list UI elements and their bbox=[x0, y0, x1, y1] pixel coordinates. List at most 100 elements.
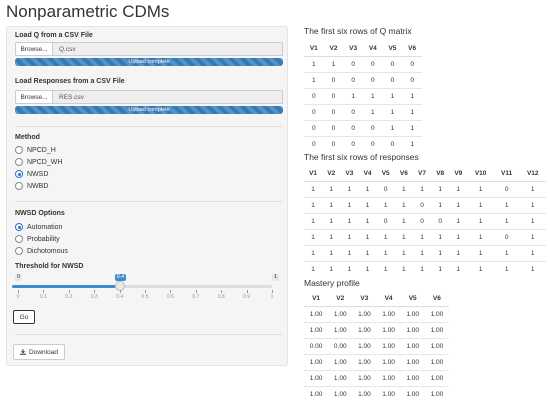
column-header: V5 bbox=[383, 40, 403, 57]
table-cell: 1.00 bbox=[425, 339, 449, 355]
table-cell: 1 bbox=[358, 198, 376, 214]
table-cell: 1 bbox=[322, 214, 340, 230]
table-cell: 0 bbox=[363, 73, 383, 89]
slider-tick-label: 0.5 bbox=[142, 294, 149, 300]
table-cell: 1.00 bbox=[401, 323, 425, 339]
table-cell: 1 bbox=[304, 73, 324, 89]
radio-icon[interactable] bbox=[15, 158, 23, 166]
method-option-npcd-wh[interactable]: NPCD_WH bbox=[15, 157, 62, 167]
table-cell: 1 bbox=[519, 230, 546, 246]
table-cell: 1 bbox=[431, 246, 449, 262]
radio-icon[interactable] bbox=[15, 247, 23, 255]
column-header: V7 bbox=[413, 165, 431, 182]
table-cell: 0 bbox=[494, 182, 520, 198]
slider-value-badge: 0.4 bbox=[115, 274, 127, 281]
slider-tick bbox=[272, 290, 273, 293]
nwsd-option-label: Automation bbox=[27, 224, 62, 231]
table-cell: 1.00 bbox=[425, 307, 449, 323]
threshold-slider-track[interactable] bbox=[12, 285, 272, 288]
method-option-label: NWSD bbox=[27, 171, 48, 178]
table-cell: 1 bbox=[449, 198, 467, 214]
table-cell: 1 bbox=[340, 182, 358, 198]
table-cell: 1 bbox=[324, 57, 344, 73]
table-cell: 1 bbox=[402, 89, 422, 105]
table-cell: 1 bbox=[449, 230, 467, 246]
method-option-nwsd[interactable]: NWSD bbox=[15, 169, 48, 179]
table-cell: 1 bbox=[431, 230, 449, 246]
table-cell: 1 bbox=[467, 246, 493, 262]
table-cell: 0 bbox=[343, 105, 363, 121]
column-header: V4 bbox=[376, 290, 400, 307]
nwsd-options-label: NWSD Options bbox=[15, 210, 65, 217]
table-cell: 1 bbox=[494, 246, 520, 262]
table-cell: 0 bbox=[343, 121, 363, 137]
table-cell: 1 bbox=[494, 262, 520, 278]
slider-tick-label: 0.6 bbox=[167, 294, 174, 300]
table-cell: 0 bbox=[431, 214, 449, 230]
table-cell: 0 bbox=[304, 89, 324, 105]
table-cell: 1 bbox=[340, 198, 358, 214]
slider-tick bbox=[145, 290, 146, 293]
table-cell: 0 bbox=[324, 89, 344, 105]
table-cell: 1 bbox=[402, 121, 422, 137]
radio-checked-icon[interactable] bbox=[15, 170, 23, 178]
column-header: V5 bbox=[377, 165, 395, 182]
radio-checked-icon[interactable] bbox=[15, 223, 23, 231]
table-cell: 1 bbox=[395, 262, 413, 278]
table-cell: 1 bbox=[340, 230, 358, 246]
table-cell: 1 bbox=[494, 214, 520, 230]
radio-icon[interactable] bbox=[15, 235, 23, 243]
table-cell: 0 bbox=[383, 137, 403, 153]
table-cell: 1 bbox=[413, 246, 431, 262]
nwsd-option-dichotomous[interactable]: Dichotomous bbox=[15, 246, 68, 256]
table-cell: 1.00 bbox=[376, 355, 400, 371]
table-cell: 1 bbox=[377, 198, 395, 214]
go-button[interactable]: Go bbox=[13, 310, 35, 324]
table-cell: 1.00 bbox=[352, 323, 376, 339]
table-cell: 1 bbox=[304, 214, 322, 230]
table-cell: 1 bbox=[363, 89, 383, 105]
radio-icon[interactable] bbox=[15, 146, 23, 154]
q-filename-field[interactable]: Q.csv bbox=[53, 42, 283, 56]
table-cell: 1.00 bbox=[425, 371, 449, 387]
table-cell: 1 bbox=[343, 89, 363, 105]
download-button[interactable]: Download bbox=[13, 344, 65, 360]
nwsd-option-automation[interactable]: Automation bbox=[15, 222, 62, 232]
res-browse-button[interactable]: Browse... bbox=[15, 90, 53, 104]
divider bbox=[15, 334, 283, 335]
table-cell: 1 bbox=[383, 121, 403, 137]
column-header: V9 bbox=[449, 165, 467, 182]
table-cell: 0 bbox=[324, 121, 344, 137]
threshold-slider-fill bbox=[12, 285, 116, 288]
table-cell: 0 bbox=[343, 73, 363, 89]
column-header: V4 bbox=[363, 40, 383, 57]
table-cell: 1 bbox=[431, 182, 449, 198]
slider-tick bbox=[18, 290, 19, 293]
q-browse-button[interactable]: Browse... bbox=[15, 42, 53, 56]
table-cell: 1 bbox=[519, 182, 546, 198]
method-option-npcd-h[interactable]: NPCD_H bbox=[15, 145, 56, 155]
table-cell: 0.00 bbox=[304, 339, 328, 355]
page-title: Nonparametric CDMs bbox=[6, 2, 169, 22]
table-cell: 1 bbox=[377, 230, 395, 246]
threshold-label: Threshold for NWSD bbox=[15, 263, 83, 270]
radio-icon[interactable] bbox=[15, 182, 23, 190]
table-cell: 0 bbox=[324, 73, 344, 89]
column-header: V6 bbox=[395, 165, 413, 182]
table-cell: 1 bbox=[467, 214, 493, 230]
table-cell: 1 bbox=[395, 182, 413, 198]
method-option-label: NWBD bbox=[27, 183, 48, 190]
table-cell: 0 bbox=[413, 214, 431, 230]
method-option-label: NPCD_WH bbox=[27, 159, 62, 166]
method-option-label: NPCD_H bbox=[27, 147, 56, 154]
nwsd-option-probability[interactable]: Probability bbox=[15, 234, 60, 244]
table-cell: 0 bbox=[304, 121, 324, 137]
method-option-nwbd[interactable]: NWBD bbox=[15, 181, 48, 191]
res-filename-field[interactable]: RES.csv bbox=[53, 90, 283, 104]
